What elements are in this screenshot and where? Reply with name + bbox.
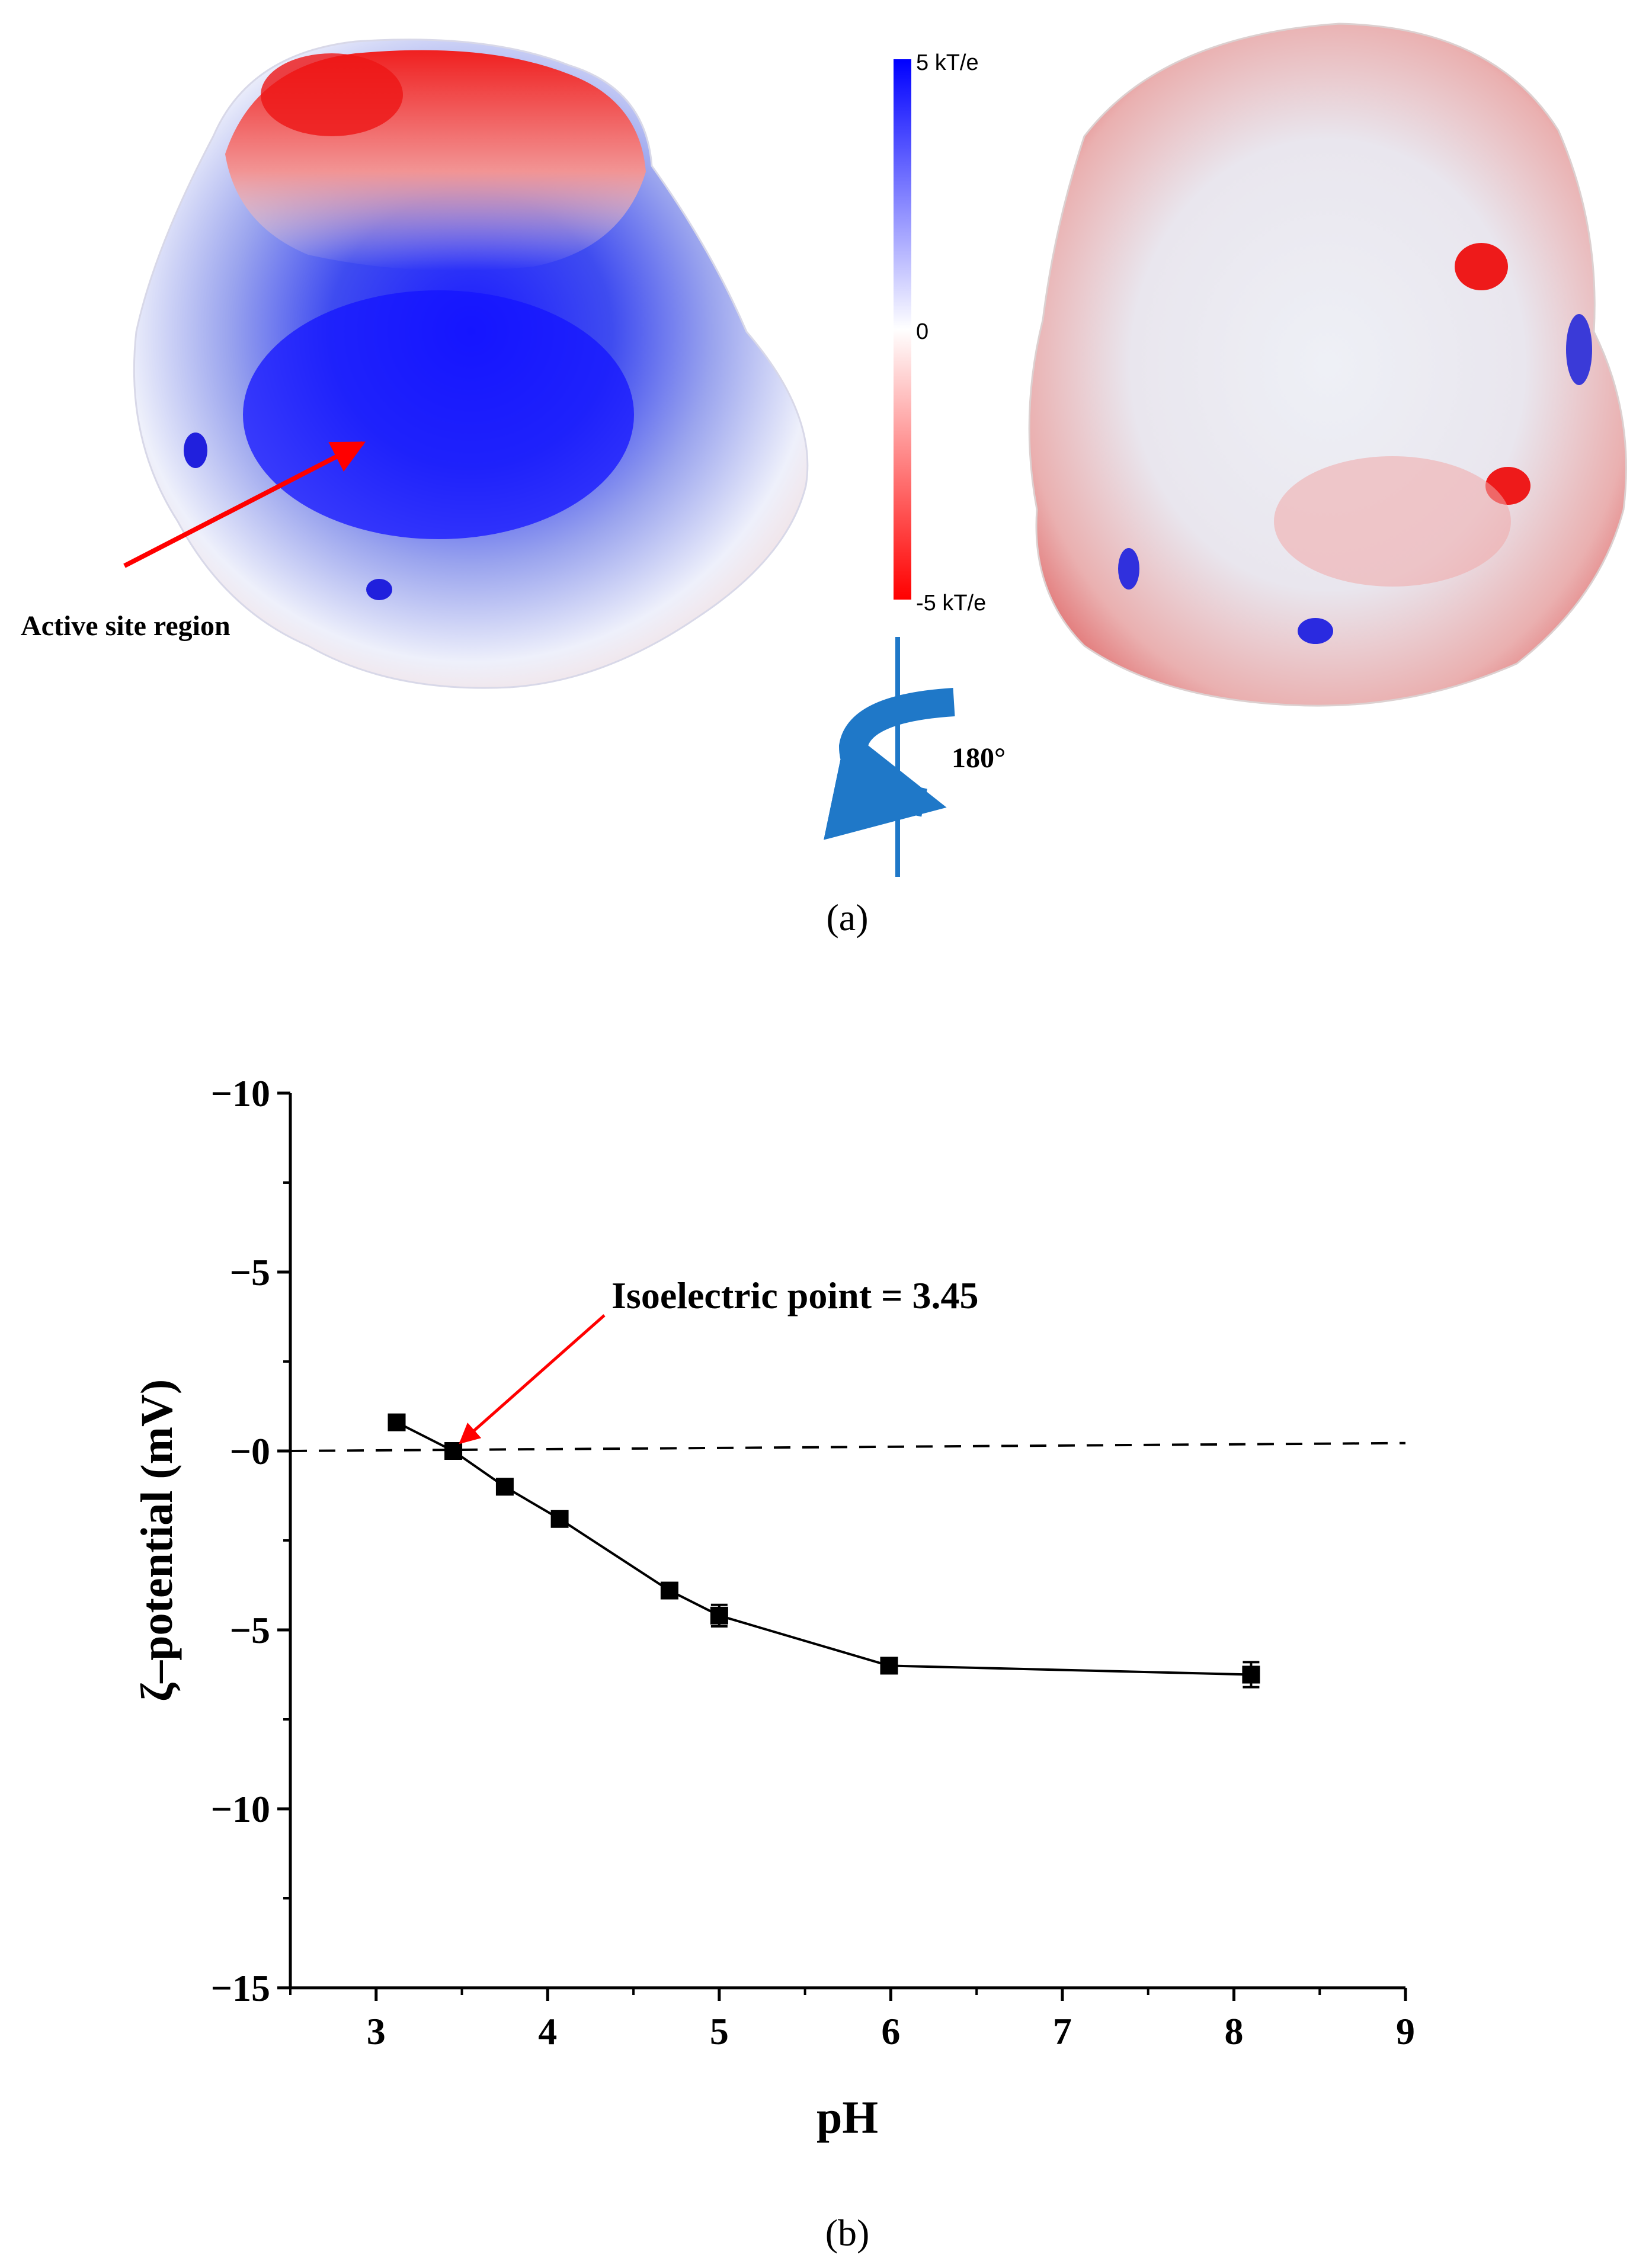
colorbar-mid-label: 0: [916, 319, 928, 344]
panel-b-caption: (b): [825, 2212, 870, 2254]
y-tick-label: −0: [230, 1430, 270, 1472]
rotation-icon: [824, 637, 955, 877]
data-point: [444, 1442, 463, 1460]
y-tick-label: −5: [230, 1251, 270, 1293]
panel-a: Active site region 5 kT/e 0 -5 kT/e 180°…: [21, 23, 1627, 938]
colorbar-min-label: -5 kT/e: [916, 591, 986, 616]
x-tick-label: 4: [538, 2010, 557, 2052]
y-axis-ticks: −10 −5 −0 −5 −10 −15: [211, 1072, 290, 2009]
protein-surface-rotated-view: [1028, 23, 1627, 707]
x-tick-label: 5: [710, 2010, 729, 2052]
protein-surface-front-view: [133, 39, 809, 689]
x-tick-label: 9: [1396, 2010, 1415, 2052]
isoelectric-point-arrow: [459, 1314, 606, 1444]
data-point: [550, 1510, 569, 1528]
y-tick-label: −10: [211, 1788, 270, 1830]
data-point: [660, 1581, 678, 1600]
x-axis-ticks: 3 4 5 6 7 8 9: [289, 1988, 1415, 2052]
data-point: [388, 1413, 406, 1431]
y-tick-label: −15: [211, 1967, 270, 2009]
y-tick-label: −5: [230, 1609, 270, 1651]
zero-reference-line: [290, 1441, 1406, 1452]
active-site-label: Active site region: [21, 610, 230, 642]
data-point: [880, 1657, 898, 1675]
x-tick-label: 8: [1224, 2010, 1243, 2052]
y-axis-title: ζ–potential (mV): [132, 1379, 182, 1702]
x-axis-title: pH: [817, 2091, 878, 2143]
active-site-arrow: [123, 441, 366, 568]
panel-a-caption: (a): [826, 896, 868, 938]
x-tick-label: 3: [367, 2010, 386, 2052]
x-tick-label: 6: [881, 2010, 900, 2052]
y-tick-label: −10: [211, 1072, 270, 1114]
x-tick-label: 7: [1053, 2010, 1072, 2052]
zeta-potential-chart: 3 4 5 6 7 8 9 −10 −5 −0 −5 −10 −15 Isoelectric poin…: [132, 1072, 1415, 2254]
data-points: [388, 1413, 1260, 1689]
data-point: [495, 1478, 514, 1496]
electrostatic-colorbar: 5 kT/e 0 -5 kT/e: [894, 50, 986, 616]
rotation-label: 180°: [952, 742, 1006, 774]
isoelectric-point-label: Isoelectric point = 3.45: [611, 1274, 978, 1316]
colorbar-max-label: 5 kT/e: [916, 50, 979, 75]
series-line: [396, 1421, 1251, 1676]
data-point: [1242, 1665, 1260, 1684]
data-point: [710, 1606, 728, 1625]
